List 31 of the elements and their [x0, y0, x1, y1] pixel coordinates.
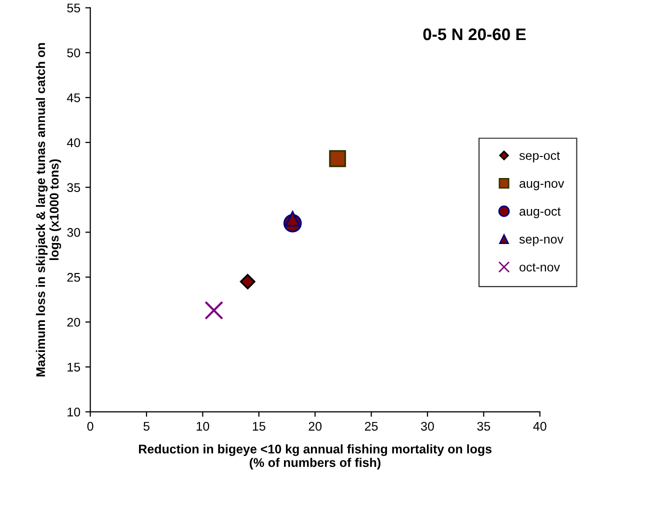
legend-label: aug-nov: [520, 180, 564, 190]
x-axis-title: Reduction in bigeye <10 kg annual fishing mortality on logs (% of numbers of fish): [139, 444, 492, 470]
y-tick-label: 50: [67, 48, 80, 58]
x-tick-label: 35: [477, 422, 490, 431]
y-tick-label: 45: [66, 93, 80, 102]
x-tick-label: 10: [196, 422, 210, 431]
x-tick-label: 25: [364, 422, 378, 431]
point: [240, 274, 256, 290]
y-tick-label: 55: [67, 4, 80, 12]
y-tick-label: 30: [67, 228, 80, 237]
legend-label: oct-nov: [520, 263, 560, 272]
legend-label: sep-oct: [519, 152, 560, 162]
point: [204, 300, 224, 320]
legend-label: aug-oct: [520, 208, 561, 218]
y-tick-label: 20: [67, 318, 80, 327]
x-tick-label: 40: [533, 422, 546, 431]
point: [329, 150, 346, 168]
x-tick-label: 20: [308, 422, 322, 431]
y-tick-label: 25: [67, 272, 80, 282]
legend-label: sep-nov: [519, 236, 564, 246]
point: [284, 210, 300, 227]
y-axis-title: Maximum loss in skipjack & large tunas annual catch on logs (x1000 tons): [36, 43, 62, 376]
y-tick-label: 15: [68, 362, 80, 372]
y-tick-label: 10: [68, 408, 80, 416]
x-tick-label: 15: [252, 422, 266, 431]
text: 0-5 N 20-60 E: [423, 28, 526, 40]
x-tick-label: 30: [421, 422, 434, 431]
y-tick-label: 35: [67, 183, 80, 192]
y-tick-label: 40: [66, 138, 80, 148]
x-tick-label: 5: [144, 422, 150, 431]
x-tick-label: 0: [87, 422, 94, 431]
